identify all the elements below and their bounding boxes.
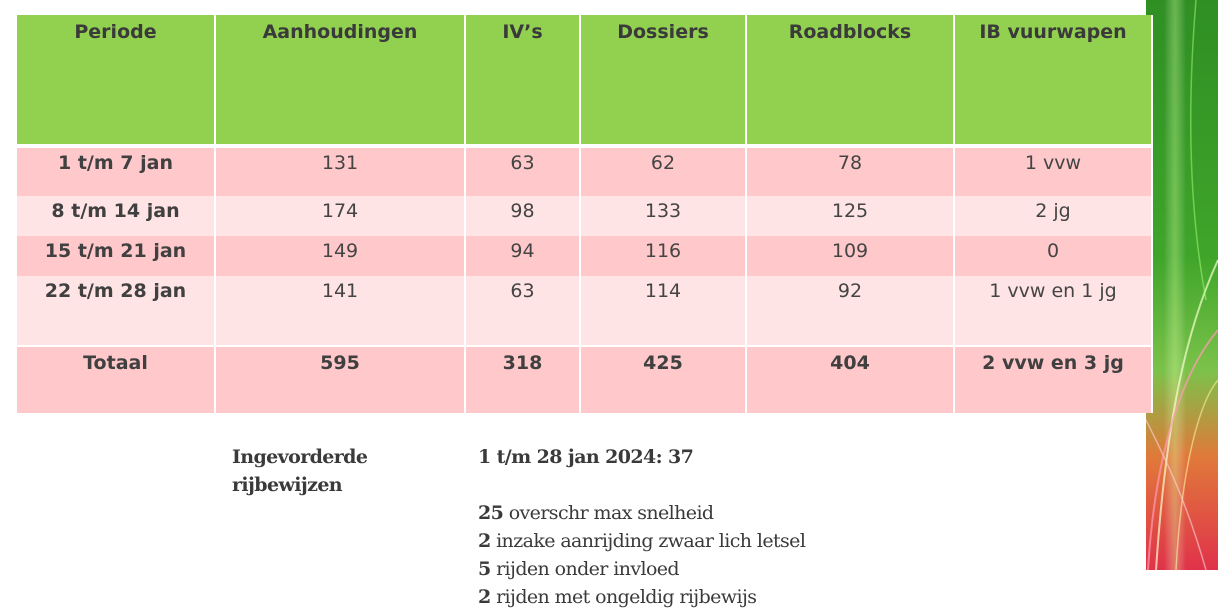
item-count: 2 (478, 586, 491, 608)
item-count: 25 (478, 502, 504, 524)
table-cell: 22 t/m 28 jan (15, 276, 216, 346)
notes-lead: Ingevorderde rijbewijzen (232, 446, 368, 496)
table-cell: 92 (745, 276, 955, 346)
table-cell: 8 t/m 14 jan (15, 196, 216, 236)
item-count: 5 (478, 558, 491, 580)
table-cell: 114 (579, 276, 747, 346)
table-cell: 149 (214, 236, 466, 276)
table-cell: 0 (953, 236, 1153, 276)
license-notes: Ingevorderde rijbewijzen 1 t/m 28 jan 20… (232, 443, 806, 611)
item-text: overschr max snelheid (508, 502, 714, 524)
table-row: 1 t/m 7 jan 131 63 62 78 1 vvw (15, 146, 1153, 196)
header-dossiers: Dossiers (579, 15, 747, 148)
table-cell: 2 vvw en 3 jg (953, 345, 1153, 413)
list-item: 2 rijden met ongeldig rijbewijs (478, 583, 805, 611)
table-row: 8 t/m 14 jan 174 98 133 125 2 jg (15, 196, 1153, 236)
header-periode: Periode (15, 15, 216, 148)
table-row: 22 t/m 28 jan 141 63 114 92 1 vvw en 1 j… (15, 276, 1153, 346)
table-cell: 63 (464, 146, 581, 196)
item-count: 2 (478, 530, 491, 552)
list-item: 5 rijden onder invloed (478, 555, 805, 583)
decorative-side-graphic (1146, 0, 1218, 570)
header-ib-vuurwapen: IB vuurwapen (953, 15, 1153, 148)
table-cell: 62 (579, 146, 747, 196)
table-row: 15 t/m 21 jan 149 94 116 109 0 (15, 236, 1153, 276)
table-cell: 2 jg (953, 196, 1153, 236)
list-item: 25 overschr max snelheid (478, 499, 805, 527)
table-cell: 94 (464, 236, 581, 276)
table-cell: 15 t/m 21 jan (15, 236, 216, 276)
notes-date: 1 t/m 28 jan 2024: 37 (478, 446, 694, 468)
table-header-row: Periode Aanhoudingen IV’s Dossiers Roadb… (15, 15, 1153, 148)
list-item: 2 inzake aanrijding zwaar lich letsel (478, 527, 806, 555)
header-ivs: IV’s (464, 15, 581, 148)
table-cell: 404 (745, 345, 955, 413)
table-cell: Totaal (15, 345, 216, 413)
notes-list: 25 overschr max snelheid 2 inzake aanrij… (478, 499, 806, 611)
item-text: rijden met ongeldig rijbewijs (496, 586, 757, 608)
table-cell: 125 (745, 196, 955, 236)
statistics-table: Periode Aanhoudingen IV’s Dossiers Roadb… (15, 15, 1153, 413)
table-cell: 318 (464, 345, 581, 413)
table-cell: 131 (214, 146, 466, 196)
table-cell: 98 (464, 196, 581, 236)
item-text: inzake aanrijding zwaar lich letsel (496, 530, 806, 552)
table-cell: 141 (214, 276, 466, 346)
table-cell: 133 (579, 196, 747, 236)
table-cell: 1 vvw (953, 146, 1153, 196)
table-cell: 425 (579, 345, 747, 413)
item-text: rijden onder invloed (496, 558, 680, 580)
table-cell: 116 (579, 236, 747, 276)
table-cell: 78 (745, 146, 955, 196)
table-cell: 63 (464, 276, 581, 346)
table-cell: 109 (745, 236, 955, 276)
table-cell: 1 vvw en 1 jg (953, 276, 1153, 346)
table-cell: 595 (214, 345, 466, 413)
notes-heading: Ingevorderde rijbewijzen 1 t/m 28 jan 20… (232, 443, 805, 499)
table-total-row: Totaal 595 318 425 404 2 vvw en 3 jg (15, 345, 1153, 413)
header-aanhoudingen: Aanhoudingen (214, 15, 466, 148)
table-cell: 1 t/m 7 jan (15, 146, 216, 196)
table-cell: 174 (214, 196, 466, 236)
header-roadblocks: Roadblocks (745, 15, 955, 148)
